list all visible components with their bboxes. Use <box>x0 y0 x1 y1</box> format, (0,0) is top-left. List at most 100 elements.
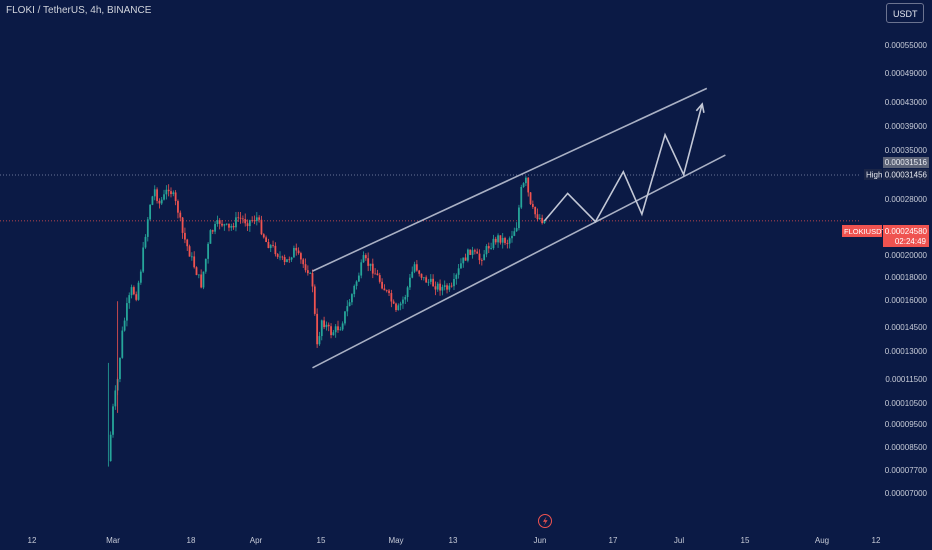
candle-body <box>163 194 165 200</box>
candle-body <box>467 249 469 261</box>
candle-body <box>242 218 244 220</box>
candle-body <box>139 271 142 283</box>
candle-body <box>378 275 381 282</box>
candle-body <box>383 288 386 291</box>
candle-body <box>439 283 441 291</box>
candle-body <box>320 320 323 337</box>
candle-body <box>409 277 411 288</box>
candle-body <box>269 245 272 249</box>
candle-body <box>109 434 112 462</box>
candle-body <box>457 268 460 275</box>
projection-arrowhead <box>695 102 705 113</box>
candle-body <box>179 212 182 218</box>
price-axis-label: 0.00013000 <box>885 347 928 356</box>
candle-body <box>174 192 177 202</box>
price-axis-label: 0.00020000 <box>885 251 928 260</box>
candle-body <box>297 250 300 254</box>
time-axis-label: Jun <box>534 536 547 545</box>
time-axis: 12 Mar 18 Apr 15 May 13 Jun 17 Jul 15 Aug 12 <box>28 536 881 545</box>
candle-body <box>527 177 530 193</box>
candle-body <box>476 251 479 254</box>
candle-body <box>135 294 138 300</box>
candle-body <box>126 303 128 321</box>
time-axis-label: 18 <box>187 536 196 545</box>
time-axis-label: 15 <box>317 536 326 545</box>
candle-body <box>184 232 186 240</box>
candle-body <box>214 224 216 232</box>
candle-body <box>283 257 286 263</box>
candle-body <box>323 320 325 328</box>
channel-lower-line <box>312 154 726 369</box>
candle-body <box>170 191 172 195</box>
price-axis-label: 0.00007700 <box>885 466 928 475</box>
candle-body <box>151 196 154 205</box>
candle-body <box>388 290 390 294</box>
time-axis-label: 13 <box>449 536 458 545</box>
candle-body <box>402 299 404 304</box>
candle-body <box>406 287 409 298</box>
time-axis-label: Apr <box>250 536 263 545</box>
candle-body <box>520 186 523 208</box>
candle-body <box>146 219 149 237</box>
candle-body <box>480 260 483 261</box>
high-label: High <box>866 171 882 180</box>
candle-body <box>121 330 124 358</box>
candle-body <box>455 274 458 280</box>
candle-body <box>453 279 455 287</box>
lightning-bolt-icon-glyph <box>543 516 548 526</box>
candle-body <box>225 223 228 225</box>
candle-body <box>513 231 516 236</box>
candle-body <box>494 238 497 243</box>
candle-body <box>536 214 539 220</box>
candle-body <box>197 274 200 276</box>
candle-body <box>360 262 363 276</box>
candle-body <box>260 219 263 235</box>
price-axis: 0.00055000 0.00049000 0.00043000 0.00039000… <box>885 41 928 498</box>
candle-body <box>112 406 114 435</box>
candle-body <box>216 220 219 225</box>
lightning-bolt-icon <box>538 514 552 528</box>
time-axis-label: Mar <box>106 536 120 545</box>
candles <box>107 176 546 467</box>
candle-body <box>281 256 284 258</box>
candle-body <box>395 303 397 311</box>
candle-body <box>313 286 316 314</box>
price-axis-label: 0.00035000 <box>885 146 928 155</box>
candle-body <box>209 230 212 244</box>
candle-body <box>460 263 462 269</box>
candle-body <box>346 306 349 312</box>
candle-body <box>160 199 163 204</box>
candle-body <box>295 247 298 251</box>
candle-body <box>522 183 525 187</box>
candle-body <box>253 220 256 222</box>
candle-body <box>364 255 367 259</box>
candle-body <box>337 326 339 331</box>
price-axis-label: 0.00043000 <box>885 98 928 107</box>
candle-body <box>462 257 465 264</box>
price-axis-label: 0.00028000 <box>885 195 928 204</box>
candle-body <box>392 301 395 304</box>
time-axis-label: Aug <box>815 536 829 545</box>
candle-body <box>487 246 490 249</box>
currency-button[interactable]: USDT <box>886 3 924 23</box>
candle-body <box>237 217 240 219</box>
candle-body <box>369 263 372 266</box>
candle-body <box>411 271 414 278</box>
candle-body <box>464 257 467 261</box>
candle-body <box>351 294 353 303</box>
candle-body <box>469 249 472 255</box>
candle-body <box>274 245 277 255</box>
candle-body <box>339 329 342 331</box>
candle-body <box>156 189 158 201</box>
candle-body <box>153 189 156 197</box>
high-label-box <box>864 169 882 180</box>
candle-body <box>390 293 393 302</box>
candle-body <box>497 235 499 243</box>
candle-body <box>262 234 265 238</box>
symbol-tag-box <box>842 225 882 237</box>
candle-body <box>473 250 476 252</box>
candle-body <box>299 253 302 260</box>
